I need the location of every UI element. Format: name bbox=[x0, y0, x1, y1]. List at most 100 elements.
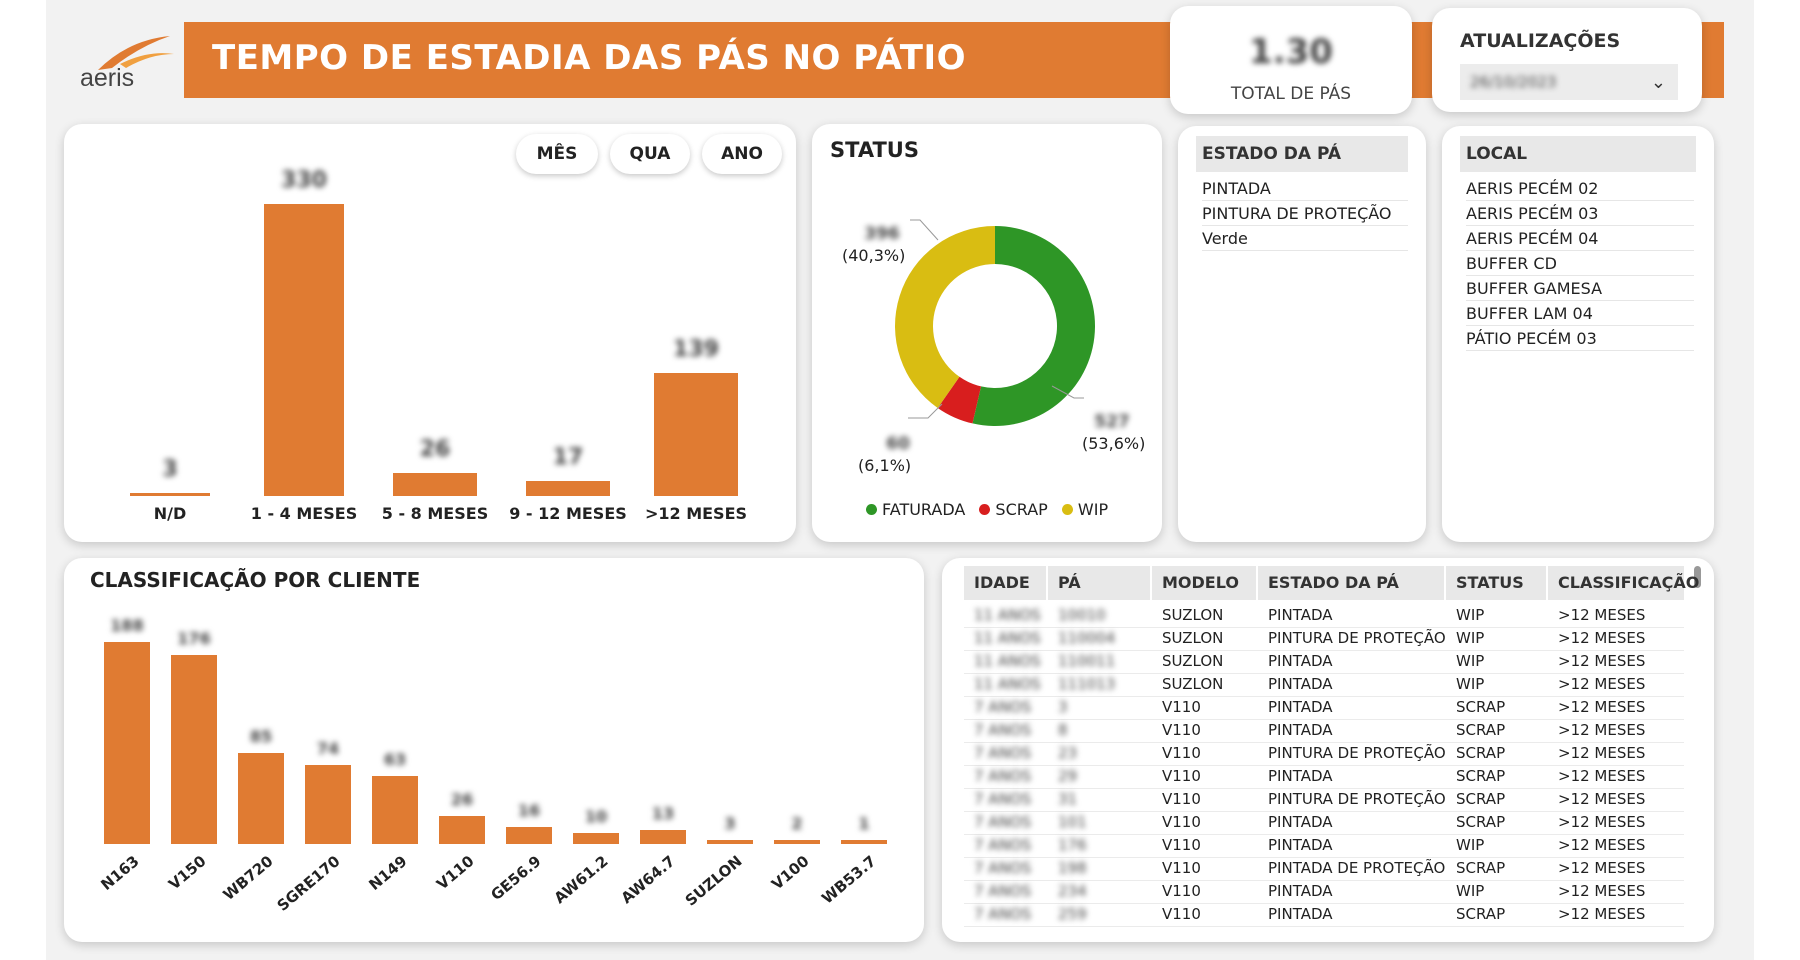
donut-percent-label: (40,3%) bbox=[842, 246, 906, 265]
column-header-5[interactable]: CLASSIFICAÇÃO bbox=[1548, 566, 1699, 600]
donut-value-label: 60 bbox=[886, 434, 910, 454]
table-cell[interactable]: 11 ANOS bbox=[974, 652, 1041, 670]
table-cell[interactable]: 7 ANOS bbox=[974, 698, 1032, 716]
client-bar-n163[interactable] bbox=[104, 642, 150, 844]
table-cell: WIP bbox=[1456, 629, 1485, 647]
table-cell[interactable]: 7 ANOS bbox=[974, 744, 1032, 762]
table-cell[interactable]: 7 ANOS bbox=[974, 905, 1032, 923]
drill-month-button[interactable]: MÊS bbox=[516, 134, 598, 174]
table-cell[interactable]: 11 ANOS bbox=[974, 629, 1041, 647]
table-cell: SCRAP bbox=[1456, 790, 1506, 808]
page-title: TEMPO DE ESTADIA DAS PÁS NO PÁTIO bbox=[212, 38, 967, 78]
table-cell: PINTADA DE PROTEÇÃO bbox=[1268, 859, 1446, 877]
column-header-3[interactable]: ESTADO DA PÁ bbox=[1258, 566, 1444, 600]
stay-bar-value: 3 bbox=[162, 457, 178, 482]
table-cell[interactable]: 7 ANOS bbox=[974, 813, 1032, 831]
table-cell[interactable]: 7 ANOS bbox=[974, 790, 1032, 808]
estado-item-verde[interactable]: Verde bbox=[1202, 226, 1408, 251]
donut-value-label: 527 bbox=[1094, 412, 1130, 432]
table-row-divider bbox=[964, 673, 1684, 674]
kpi-total-card: 1.30 TOTAL DE PÁS bbox=[1170, 6, 1412, 114]
table-cell[interactable]: 7 ANOS bbox=[974, 767, 1032, 785]
table-cell: PINTURA DE PROTEÇÃO bbox=[1268, 790, 1446, 808]
table-row-divider bbox=[964, 719, 1684, 720]
client-bar-ge569[interactable] bbox=[506, 826, 552, 844]
table-cell: >12 MESES bbox=[1558, 836, 1646, 854]
estado-item-pintura-protecao[interactable]: PINTURA DE PROTEÇÃO bbox=[1202, 201, 1408, 226]
table-cell: SUZLON bbox=[1162, 629, 1224, 647]
chevron-down-icon: ⌄ bbox=[1650, 72, 1666, 93]
donut-leader-line bbox=[910, 219, 939, 241]
updates-dropdown[interactable]: 26/10/2023 ⌄ bbox=[1460, 64, 1678, 100]
kpi-total-value: 1.30 bbox=[1249, 32, 1333, 72]
legend-scrap[interactable]: SCRAP bbox=[979, 500, 1048, 519]
table-cell: >12 MESES bbox=[1558, 606, 1646, 624]
column-header-4[interactable]: STATUS bbox=[1446, 566, 1546, 600]
drill-year-button[interactable]: ANO bbox=[702, 134, 782, 174]
table-cell: PINTADA bbox=[1268, 698, 1333, 716]
client-chart-title: CLASSIFICAÇÃO POR CLIENTE bbox=[90, 568, 421, 592]
detail-table-card: IDADE PÁ MODELO ESTADO DA PÁ STATUS CLASSIFIC… bbox=[942, 558, 1714, 942]
client-bar-value: 85 bbox=[249, 726, 273, 746]
table-cell[interactable]: 7 ANOS bbox=[974, 836, 1032, 854]
table-cell: WIP bbox=[1456, 675, 1485, 693]
client-bar-v150[interactable] bbox=[171, 655, 217, 844]
client-bar-wb720[interactable] bbox=[238, 752, 284, 844]
table-cell: PINTADA bbox=[1268, 652, 1333, 670]
table-cell[interactable]: 7 ANOS bbox=[974, 721, 1032, 739]
local-item-pecem-02[interactable]: AERIS PECÉM 02 bbox=[1466, 176, 1694, 201]
table-cell[interactable]: 11 ANOS bbox=[974, 606, 1041, 624]
client-classification-card: CLASSIFICAÇÃO POR CLIENTE 188 N163 176 V150… bbox=[64, 558, 924, 942]
table-scrollbar[interactable] bbox=[1694, 566, 1701, 588]
column-header-0[interactable]: IDADE bbox=[964, 566, 1046, 600]
estado-item-pintada[interactable]: PINTADA bbox=[1202, 176, 1408, 201]
estado-slicer-card: ESTADO DA PÁ PINTADA PINTURA DE PROTEÇÃO… bbox=[1178, 126, 1426, 542]
table-row-divider bbox=[964, 742, 1684, 743]
client-bar-v100[interactable] bbox=[774, 840, 820, 844]
local-item-patio-pecem-03[interactable]: PÁTIO PECÉM 03 bbox=[1466, 326, 1694, 351]
client-bar-aw612[interactable] bbox=[573, 833, 619, 844]
column-header-1[interactable]: PÁ bbox=[1048, 566, 1150, 600]
donut-slice-wip[interactable] bbox=[895, 226, 995, 408]
stay-bar-category: 9 - 12 MESES bbox=[509, 504, 627, 523]
client-bar-wb537[interactable] bbox=[841, 840, 887, 844]
stay-bar-value: 26 bbox=[419, 436, 451, 462]
donut-slice-faturada[interactable] bbox=[972, 226, 1095, 426]
table-row-divider bbox=[964, 696, 1684, 697]
local-item-buffer-lam-04[interactable]: BUFFER LAM 04 bbox=[1466, 301, 1694, 326]
table-cell: V110 bbox=[1162, 744, 1201, 762]
legend-faturada[interactable]: FATURADA bbox=[866, 500, 965, 519]
client-bar-suzlon[interactable] bbox=[707, 840, 753, 844]
donut-leader-line bbox=[1051, 385, 1084, 399]
table-cell: WIP bbox=[1456, 652, 1485, 670]
client-bar-n149[interactable] bbox=[372, 776, 418, 844]
stay-bar-4[interactable] bbox=[654, 373, 738, 496]
table-cell: V110 bbox=[1162, 698, 1201, 716]
client-bar-sgre170[interactable] bbox=[305, 764, 351, 844]
status-title: STATUS bbox=[830, 138, 919, 162]
table-cell: 23 bbox=[1058, 744, 1078, 762]
table-cell[interactable]: 7 ANOS bbox=[974, 882, 1032, 900]
table-cell: PINTADA bbox=[1268, 767, 1333, 785]
table-cell: 29 bbox=[1058, 767, 1078, 785]
legend-wip[interactable]: WIP bbox=[1061, 500, 1108, 519]
client-bar-v110[interactable] bbox=[439, 816, 485, 844]
table-cell[interactable]: 11 ANOS bbox=[974, 675, 1041, 693]
local-item-pecem-04[interactable]: AERIS PECÉM 04 bbox=[1466, 226, 1694, 251]
local-item-buffer-cd[interactable]: BUFFER CD bbox=[1466, 251, 1694, 276]
stay-bar-1[interactable] bbox=[264, 204, 344, 496]
table-cell: V110 bbox=[1162, 836, 1201, 854]
stay-bar-category: >12 MESES bbox=[644, 504, 748, 523]
stay-bar-2[interactable] bbox=[393, 472, 477, 496]
stay-bar-0[interactable] bbox=[130, 493, 210, 496]
stay-bar-value: 139 bbox=[673, 337, 719, 362]
client-bar-aw647[interactable] bbox=[640, 830, 686, 844]
column-header-2[interactable]: MODELO bbox=[1152, 566, 1256, 600]
stay-bar-3[interactable] bbox=[526, 480, 610, 496]
local-item-buffer-gamesa[interactable]: BUFFER GAMESA bbox=[1466, 276, 1694, 301]
donut-slice-scrap[interactable] bbox=[937, 376, 982, 424]
table-cell[interactable]: 7 ANOS bbox=[974, 859, 1032, 877]
local-item-pecem-03[interactable]: AERIS PECÉM 03 bbox=[1466, 201, 1694, 226]
table-cell: WIP bbox=[1456, 882, 1485, 900]
drill-quarter-button[interactable]: QUA bbox=[610, 134, 690, 174]
